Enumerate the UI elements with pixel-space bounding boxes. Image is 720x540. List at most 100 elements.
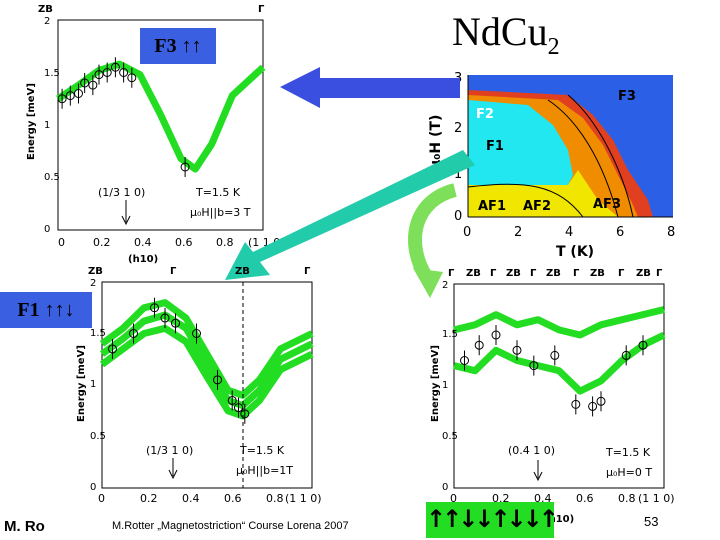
annotation-field: μ₀H||b=3 T [190,206,251,219]
plot-area [99,297,314,424]
annotation-q: (1/3 1 0) [98,186,145,199]
x-tick: 0.8 [216,236,234,249]
annotation-temp: T=1.5 K [605,446,651,459]
data-point [160,313,170,323]
top-label: ZB [88,266,103,277]
x-axis-label: T (K) [556,244,594,260]
x-tick: 0.4 [534,492,552,505]
x-tick: 6 [616,225,624,240]
data-point [110,62,120,72]
x-tick: 0.4 [134,236,152,249]
x-axis-label: (h10) [544,514,574,525]
top-label: ZB [506,268,521,279]
y-tick: 0.5 [442,431,458,442]
y-tick: 1 [442,380,448,391]
arrow-down-left-icon [225,150,475,280]
footer-course: M.Rotter „Magnetostriction“ Course Loren… [112,520,349,532]
y-axis-label: Energy [meV] [76,345,87,422]
arrow-shape [225,150,475,280]
f3-label: F3 ↑↑ [140,28,216,64]
slide-title: NdCu2 [452,8,560,61]
y-tick: 2 [454,121,462,136]
top-label: Γ [656,268,663,279]
annotation-temp: T=1.5 K [239,444,285,457]
data-point [234,403,243,413]
arrow-body [408,183,458,279]
x-tick: 0 [58,236,65,249]
top-label: ZB [636,268,651,279]
top-label: Γ [530,268,537,279]
y-tick: 1.5 [44,68,60,79]
data-point [638,340,648,350]
page-number: 53 [644,514,659,529]
x-tick: 0.6 [224,492,242,505]
y-axis-label: Energy [meV] [26,83,37,160]
y-tick: 2 [44,16,50,27]
x-tick: 0 [450,492,457,505]
top-label: ZB [466,268,481,279]
boundary-line [547,99,619,218]
top-label: Γ [170,266,177,277]
series-line-3 [99,324,314,420]
x-tick: (1 1 0) [638,492,675,505]
x-tick: 0.8 [618,492,636,505]
annotation-temp: T=1.5 K [195,186,241,199]
x-tick: 0.2 [492,492,510,505]
annotation-field: μ₀H||b=1T [236,464,293,477]
data-point [108,344,117,354]
y-axis-label: μ₀H (T) [428,115,444,170]
series-line-1 [99,299,314,399]
y-tick: 0 [454,209,462,224]
region-label: AF3 [593,197,621,212]
data-point [474,340,484,350]
data-point [596,396,606,406]
title-main: NdCu [452,9,548,54]
boundary-line [467,183,584,218]
boundary-line [567,94,634,218]
data-point [80,78,90,88]
data-point [57,94,67,104]
top-label: Γ [448,268,455,279]
y-tick: 0.5 [44,172,60,183]
data-point [491,330,501,340]
data-point [240,409,250,419]
annotation-field: μ₀H=0 T [606,466,652,479]
region-af [468,170,618,217]
x-tick: (1 1 0) [285,492,322,505]
arrow-left-icon [280,67,460,108]
y-tick: 1.5 [442,329,458,340]
top-label: ZB [590,268,605,279]
x-tick: 0 [98,492,105,505]
data-point [571,399,581,409]
data-point [119,68,129,77]
x-tick: 8 [667,225,675,240]
plot-area [453,306,666,417]
y-tick: 0 [44,224,50,235]
region-label: AF1 [478,199,506,214]
data-point [171,318,180,328]
y-tick: 2 [90,278,96,289]
y-axis-label: Energy [meV] [430,345,441,422]
top-label: Γ [618,268,625,279]
x-tick: 4 [565,225,573,240]
top-label: Γ [490,268,497,279]
data-point [180,162,190,172]
arrow-shape [280,67,460,108]
data-point [213,375,222,385]
region-label: F1 [486,139,504,154]
series-line-2 [453,306,665,339]
chart-af: Γ ZB Γ ZB Γ ZB Γ ZB Γ ZB Γ Energy [meV] … [430,268,675,525]
title-subscript: 2 [547,34,560,60]
footer-author: M. Ro [4,518,45,535]
y-tick: 0 [442,482,448,493]
data-point [550,350,560,360]
annotation-q: (1/3 1 0) [146,444,193,457]
f1-label: F1 ↑↑↓ [0,292,92,328]
annotation-q: (0.4 1 0) [508,444,555,457]
y-tick: 1.5 [90,328,106,339]
arrow-curved-icon [408,183,458,298]
arrow-marker [168,458,178,480]
data-point [74,89,83,98]
y-tick: 1 [90,379,96,390]
arrow-head [413,268,443,298]
